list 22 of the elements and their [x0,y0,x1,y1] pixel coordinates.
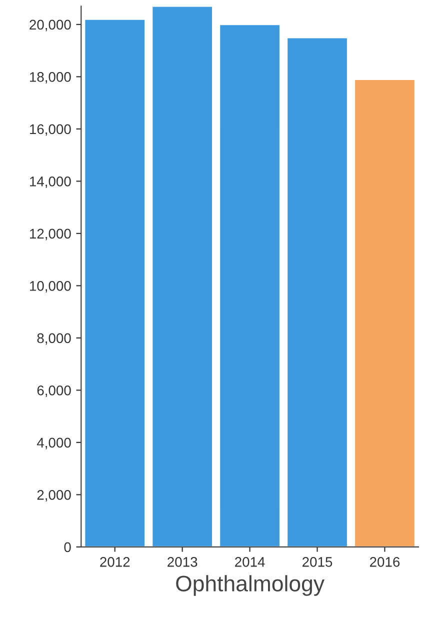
y-tick-label: 16,000 [30,124,71,136]
bar [286,36,348,547]
bar [151,6,214,547]
bar [84,18,146,547]
y-tick-label: 0 [64,542,71,552]
y-tick-label: 14,000 [30,176,71,188]
y-tick-label: 12,000 [30,228,71,240]
x-tick-label: 2013 [168,557,198,567]
y-tick-label: 4,000 [36,438,71,450]
y-tick-label: 10,000 [30,281,71,293]
bar [354,78,416,547]
y-tick-label: 6,000 [37,386,71,397]
x-tick-label: 2015 [302,557,332,567]
y-tick-label: 20,000 [30,20,71,32]
y-tick-label: 2,000 [37,490,71,502]
x-axis-title: Ophthalmology [176,575,324,596]
y-tick-label: 18,000 [30,72,71,84]
x-tick-label: 2014 [235,557,265,567]
y-tick-label: 8,000 [37,333,71,345]
bar [218,24,281,547]
x-tick-label: 2016 [370,557,400,567]
x-tick-label: 2012 [100,557,130,567]
